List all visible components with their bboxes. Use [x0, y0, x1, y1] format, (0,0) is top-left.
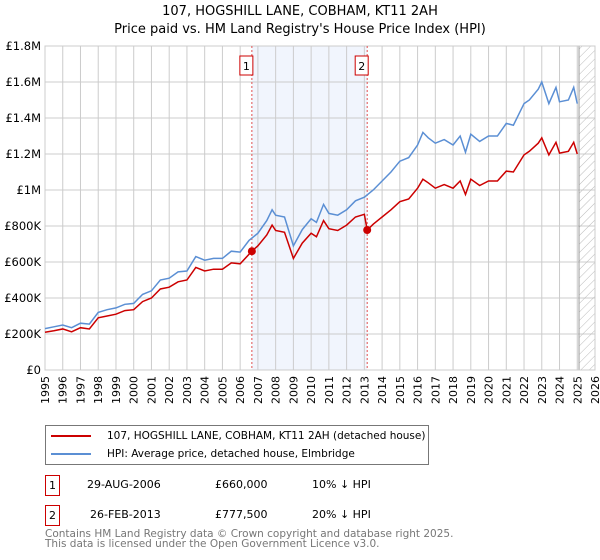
x-tick-label: 2002	[163, 376, 176, 404]
x-tick-label: 2021	[500, 376, 513, 404]
transaction-price: £777,500	[215, 508, 268, 521]
x-tick-label: 2008	[270, 376, 283, 404]
x-tick-label: 2022	[518, 376, 531, 404]
x-tick-label: 2012	[341, 376, 354, 404]
sale-badge	[354, 55, 369, 76]
legend-item-property: 107, HOGSHILL LANE, COBHAM, KT11 2AH (de…	[46, 428, 425, 444]
y-tick-label: £400K	[4, 291, 41, 305]
sale-point	[363, 226, 372, 235]
x-tick-label: 2001	[145, 376, 158, 404]
x-tick-label: 2024	[554, 376, 567, 404]
x-tick-label: 1999	[110, 376, 123, 404]
y-tick-label: £600K	[4, 255, 41, 269]
x-tick-label: 2003	[181, 376, 194, 404]
series-line	[44, 136, 578, 333]
y-tick-label: £0	[26, 363, 41, 377]
legend-label: HPI: Average price, detached house, Elmb…	[107, 448, 355, 460]
y-tick-label: £1.6M	[5, 75, 41, 89]
x-tick-label: 2020	[483, 376, 496, 404]
x-tick-label: 2014	[376, 376, 389, 404]
sale-badge-label: 2	[358, 60, 365, 73]
y-tick-label: £1M	[16, 183, 41, 197]
transaction-date: 26-FEB-2013	[90, 508, 161, 521]
x-tick-label: 2005	[216, 376, 229, 404]
legend-label: 107, HOGSHILL LANE, COBHAM, KT11 2AH (de…	[107, 430, 426, 442]
y-tick-label: £200K	[4, 327, 41, 341]
x-tick-label: 2006	[234, 376, 247, 404]
y-tick-label: £1.8M	[5, 39, 41, 53]
x-tick-label: 1997	[74, 376, 87, 404]
sale-period-shade	[251, 46, 368, 370]
marker-badge: 2	[45, 505, 60, 526]
x-tick-label: 2025	[571, 376, 584, 404]
legend: 107, HOGSHILL LANE, COBHAM, KT11 2AH (de…	[45, 425, 429, 465]
transaction-hpi-delta: 10% ↓ HPI	[312, 478, 371, 491]
x-tick-label: 2018	[447, 376, 460, 404]
footer-copyright: Contains HM Land Registry data © Crown c…	[45, 528, 454, 540]
sale-badge-label: 1	[243, 60, 250, 73]
legend-swatch-blue	[51, 453, 91, 455]
x-tick-label: 2019	[465, 376, 478, 404]
transaction-price: £660,000	[215, 478, 268, 491]
x-tick-label: 2016	[412, 376, 425, 404]
x-tick-label: 2004	[199, 376, 212, 404]
x-tick-label: 1998	[92, 376, 105, 404]
sale-badge	[239, 55, 254, 76]
chart-subtitle: Price paid vs. HM Land Registry's House …	[114, 22, 486, 37]
x-tick-label: 2026	[589, 376, 600, 404]
marker-badge: 1	[45, 475, 60, 496]
chart-title: 107, HOGSHILL LANE, COBHAM, KT11 2AH	[162, 4, 438, 19]
transaction-hpi-delta: 20% ↓ HPI	[312, 508, 371, 521]
transaction-row: 1 29-AUG-2006 £660,000 10% ↓ HPI	[45, 475, 445, 496]
series-line	[44, 80, 578, 330]
transaction-date: 29-AUG-2006	[87, 478, 161, 491]
x-tick-label: 2023	[536, 376, 549, 404]
x-tick-label: 2017	[429, 376, 442, 404]
transaction-row: 2 26-FEB-2013 £777,500 20% ↓ HPI	[45, 505, 445, 526]
x-tick-label: 2000	[128, 376, 141, 404]
x-tick-label: 2007	[252, 376, 265, 404]
y-tick-label: £800K	[4, 219, 41, 233]
x-tick-label: 2015	[394, 376, 407, 404]
y-tick-label: £1.2M	[5, 147, 41, 161]
plot-border	[44, 45, 596, 371]
x-tick-label: 1996	[57, 376, 70, 404]
price-chart: 1995 1996 1997 1998 1999 2000 2001 2002 2003 2004…	[4, 39, 600, 404]
legend-swatch-red	[51, 435, 91, 437]
footer-licence: This data is licensed under the Open Gov…	[45, 538, 380, 550]
footer: Contains HM Land Registry data © Crown c…	[45, 528, 454, 550]
x-tick-label: 2013	[358, 376, 371, 404]
x-tick-label: 2010	[305, 376, 318, 404]
sale-point	[247, 247, 256, 256]
x-tick-label: 1995	[39, 376, 52, 404]
x-tick-label: 2009	[287, 376, 300, 404]
legend-item-hpi: HPI: Average price, detached house, Elmb…	[46, 446, 355, 462]
x-tick-label: 2011	[323, 376, 336, 404]
y-tick-label: £1.4M	[5, 111, 41, 125]
forecast-hatch	[579, 46, 595, 370]
